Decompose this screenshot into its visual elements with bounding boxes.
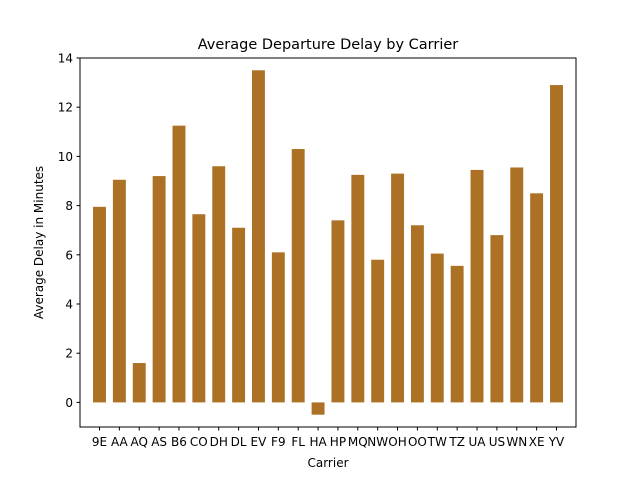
x-tick-label-AQ: AQ <box>131 435 148 449</box>
x-axis-label: Carrier <box>307 456 348 470</box>
x-tick-label-B6: B6 <box>171 435 187 449</box>
bar-YV <box>550 85 563 403</box>
bar-B6 <box>172 125 186 403</box>
y-tick-label: 12 <box>58 101 73 115</box>
bar-F9 <box>271 252 285 403</box>
x-tick-label-CO: CO <box>190 435 208 449</box>
x-tick-label-OH: OH <box>388 435 406 449</box>
x-tick-label-HA: HA <box>309 435 327 449</box>
plot-frame <box>79 57 577 428</box>
x-tick-label-9E: 9E <box>92 435 107 449</box>
x-tick-label-TZ: TZ <box>448 435 465 449</box>
bar-TZ <box>450 265 464 403</box>
bar-NW <box>371 259 385 403</box>
x-tick-label-TW: TW <box>427 435 447 449</box>
bar-TW <box>430 253 444 403</box>
bar-XE <box>530 193 544 403</box>
x-tick-label-XE: XE <box>529 435 545 449</box>
x-tick-label-MQ: MQ <box>348 435 368 449</box>
x-tick-label-F9: F9 <box>271 435 286 449</box>
y-tick-label: 4 <box>65 298 73 312</box>
bars-group <box>93 70 563 415</box>
bar-EV <box>252 70 265 403</box>
y-tick-label: 2 <box>65 347 73 361</box>
y-tick-label: 10 <box>58 150 73 164</box>
bar-AA <box>112 179 126 403</box>
y-axis: 0 2 4 6 8 10 12 14 <box>58 52 80 410</box>
y-tick-label: 6 <box>65 248 73 262</box>
bar-HP <box>331 220 345 403</box>
x-tick-label-YV: YV <box>548 435 565 449</box>
x-tick-label-US: US <box>489 435 505 449</box>
x-tick-label-DL: DL <box>231 435 247 449</box>
bar-HA <box>311 402 325 415</box>
bar-9E <box>93 206 106 403</box>
chart-title: Average Departure Delay by Carrier <box>198 37 459 53</box>
bar-AS <box>152 176 166 403</box>
bar-OO <box>410 225 424 403</box>
x-tick-label-FL: FL <box>291 435 305 449</box>
bar-WN <box>510 167 524 403</box>
x-tick-label-UA: UA <box>469 435 487 449</box>
y-axis-label: Average Delay in Minutes <box>32 166 46 319</box>
x-tick-label-NW: NW <box>367 435 388 449</box>
y-tick-label: 0 <box>65 396 73 410</box>
x-axis: 9E AA AQ AS B6 CO DH DL EV F9 FL HA HP MQ NW OH OO TW TZ UA… <box>92 427 565 449</box>
x-tick-label-OO: OO <box>408 435 427 449</box>
y-tick-label: 14 <box>58 52 73 66</box>
x-tick-label-EV: EV <box>251 435 268 449</box>
x-tick-label-AA: AA <box>111 435 129 449</box>
bar-FL <box>291 149 305 403</box>
bar-OH <box>391 173 405 403</box>
bar-UA <box>470 169 484 403</box>
bar-AQ <box>132 363 146 403</box>
bar-US <box>490 235 504 403</box>
bar-DL <box>232 227 246 403</box>
x-tick-label-WN: WN <box>506 435 527 449</box>
x-tick-label-AS: AS <box>151 435 167 449</box>
bar-MQ <box>351 174 365 403</box>
x-tick-label-HP: HP <box>330 435 346 449</box>
bar-CO <box>192 214 206 403</box>
x-tick-label-DH: DH <box>210 435 228 449</box>
y-tick-label: 8 <box>65 199 73 213</box>
bar-DH <box>212 166 226 403</box>
